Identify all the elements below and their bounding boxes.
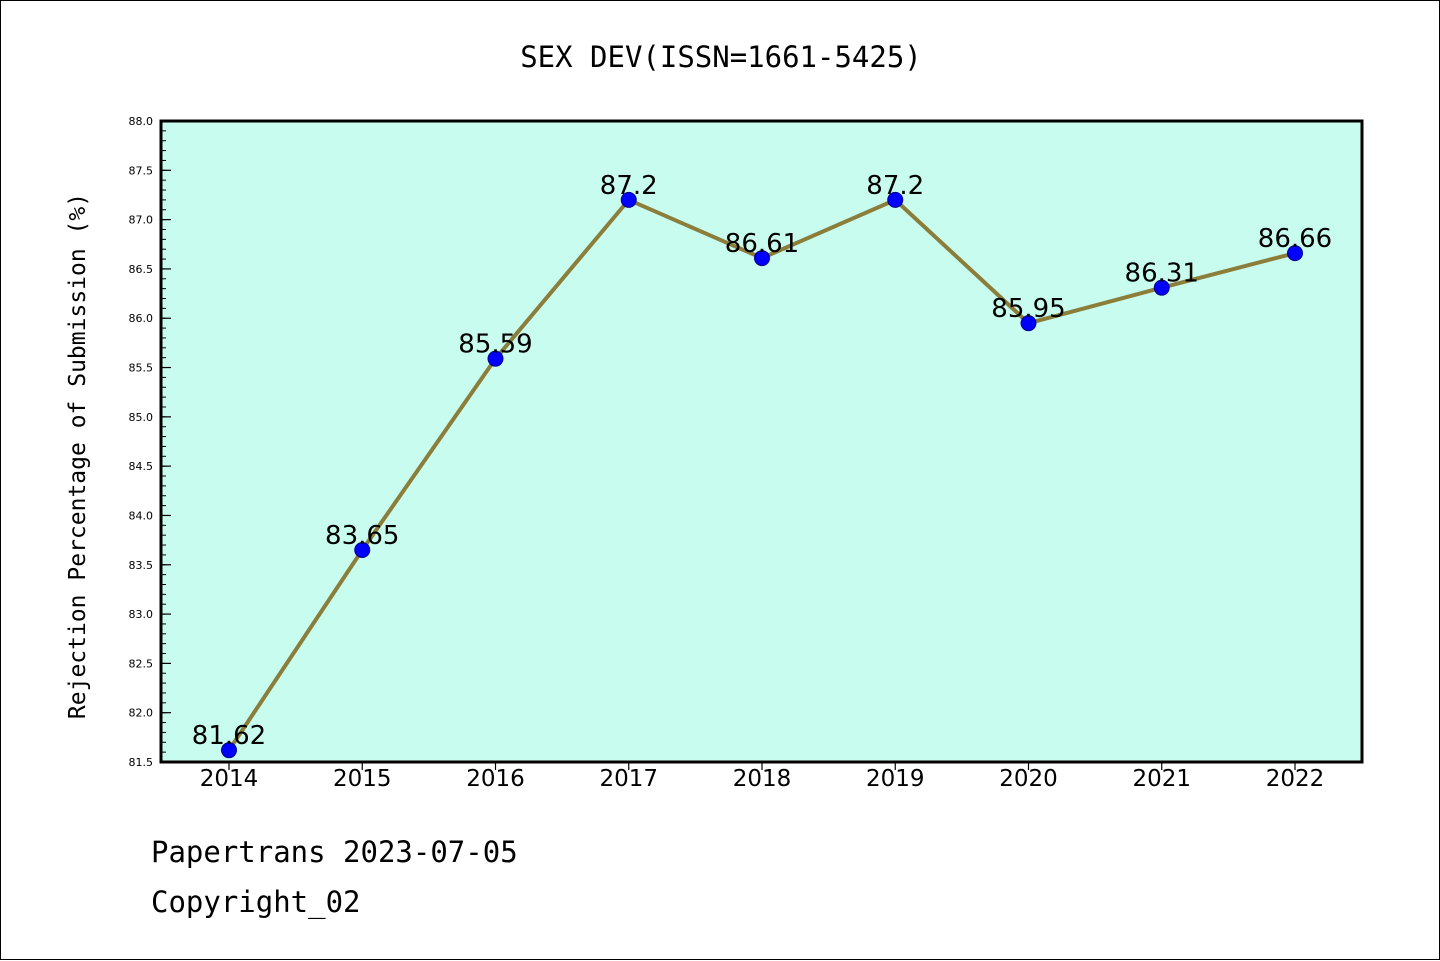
data-point: [620, 191, 637, 208]
y-axis-label: Rejection Percentage of Submission (%): [65, 193, 91, 719]
footer-copyright: Copyright_02: [151, 885, 361, 919]
data-point: [1153, 279, 1170, 296]
data-label: 85.59: [458, 330, 532, 360]
y-tick-label: 82.5: [129, 657, 154, 670]
data-label: 86.66: [1258, 224, 1332, 254]
data-label: 87.2: [600, 171, 658, 201]
data-label: 81.62: [192, 721, 266, 751]
y-tick-label: 87.5: [129, 164, 154, 177]
series-layer: 81.62 83.65 85.59 87.2 86.61 87.2 85.95 86.31 86…: [192, 171, 1332, 759]
data-label: 86.31: [1125, 259, 1199, 289]
data-label: 87.2: [866, 171, 924, 201]
y-tick-label: 83.0: [129, 608, 154, 621]
x-tick-label: 2014: [200, 766, 259, 792]
data-label: 86.61: [725, 229, 799, 259]
y-tick-label: 83.5: [129, 559, 154, 572]
x-tick-label: 2017: [599, 766, 658, 792]
plot-border: [159, 119, 1364, 764]
x-tick-label: 2019: [866, 766, 925, 792]
data-point: [1020, 315, 1037, 332]
x-tick-label: 2021: [1132, 766, 1191, 792]
data-point: [1287, 245, 1303, 262]
x-tick-label: 2016: [466, 766, 525, 792]
y-tick-label: 84.0: [129, 509, 154, 522]
y-tick-label: 87.0: [129, 214, 154, 227]
y-tick-label: 85.0: [129, 411, 154, 424]
y-tick-label: 81.5: [129, 756, 154, 769]
y-tick-label: 86.0: [129, 312, 154, 325]
y-tick-label: 84.5: [129, 460, 154, 473]
footer-date: Papertrans 2023-07-05: [151, 835, 518, 869]
y-axis: 81.5 82.0 82.5 83.0 83.5 84.0 84.5 85.0 85.5 86.0…: [129, 115, 171, 769]
chart-title: SEX DEV(ISSN=1661-5425): [520, 40, 922, 74]
x-tick-label: 2022: [1266, 766, 1325, 792]
y-tick-label: 85.5: [129, 362, 154, 375]
x-tick-label: 2018: [733, 766, 792, 792]
y-tick-label: 86.5: [129, 263, 154, 276]
data-point: [887, 191, 904, 208]
data-point: [754, 250, 770, 267]
y-tick-label: 88.0: [129, 115, 154, 128]
data-point: [354, 541, 371, 558]
x-tick-label: 2015: [333, 766, 392, 792]
x-axis: 2014 2015 2016 2017 2018 2019 2020 2021 2022: [200, 762, 1325, 792]
data-point: [487, 350, 504, 367]
x-tick-label: 2020: [999, 766, 1058, 792]
y-tick-label: 82.0: [129, 707, 154, 720]
plot-area: [161, 121, 1362, 762]
data-point: [221, 742, 237, 759]
data-label: 85.95: [991, 294, 1065, 324]
data-label: 83.65: [325, 521, 399, 551]
